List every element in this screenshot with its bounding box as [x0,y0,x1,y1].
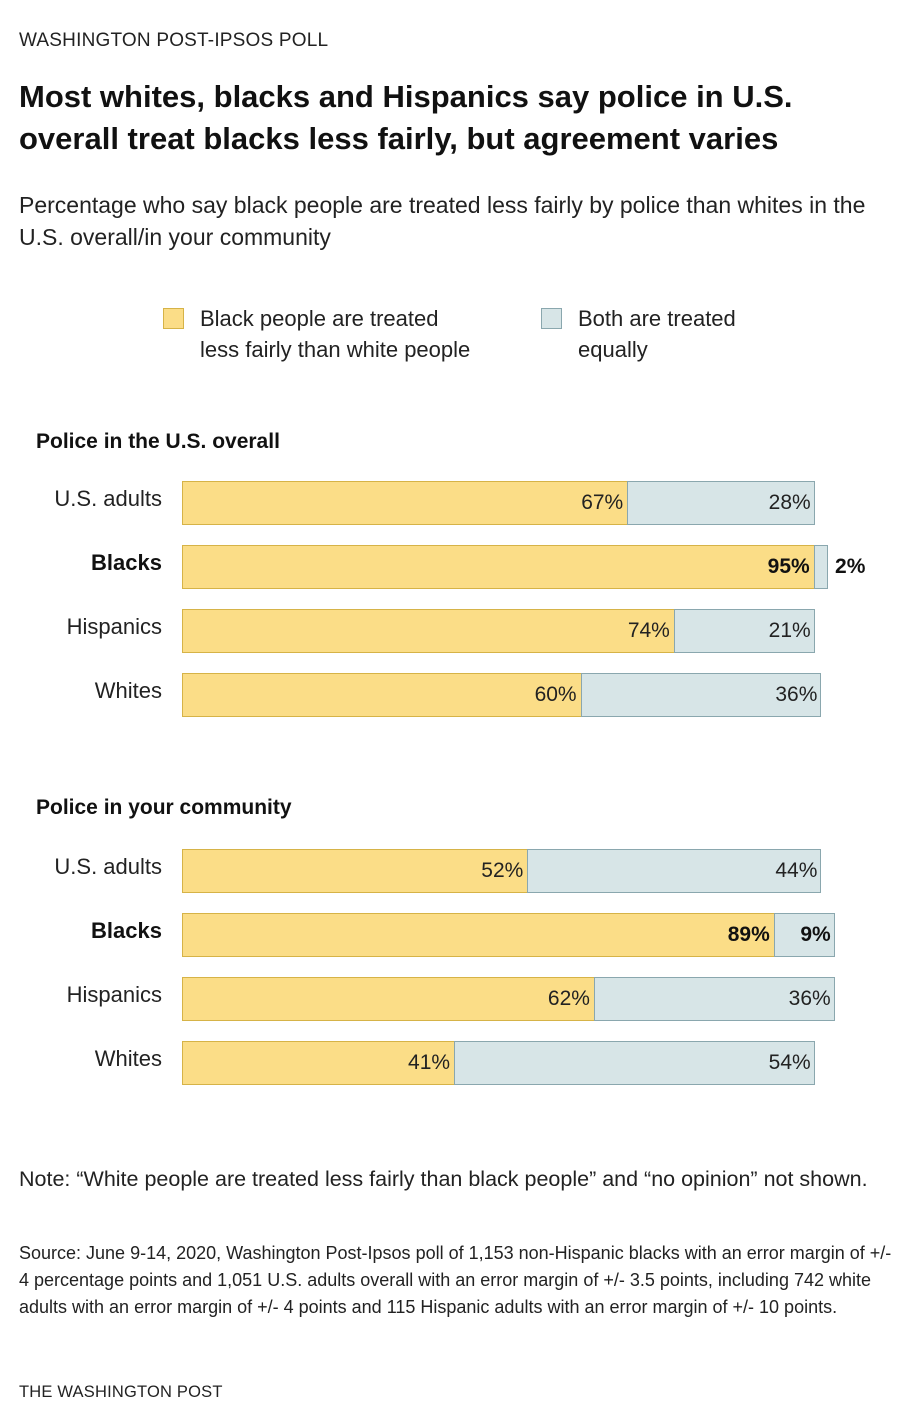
value-label-equally: 36% [775,683,818,706]
row-label-hispanics: Hispanics [66,614,162,639]
legend-label-less-fairly: Black people are treated less fairly tha… [200,306,471,362]
value-label-less-fairly: 52% [481,859,524,882]
row-label-whites: Whites [94,678,162,703]
bar-equally [454,1041,815,1085]
footer-credit: THE WASHINGTON POST [19,1383,223,1401]
value-label-less-fairly: 67% [581,491,624,514]
chart-title: Most whites, blacks and Hispanics say po… [19,79,793,156]
section-title-community: Police in your community [36,796,292,819]
value-label-equally: 44% [775,859,818,882]
value-label-less-fairly: 89% [727,923,770,946]
bar-equally [673,609,815,653]
kicker-label: WASHINGTON POST-IPSOS POLL [19,30,329,51]
value-label-equally: 9% [800,923,831,946]
value-label-less-fairly: 41% [408,1051,451,1074]
legend-label-equally: Both are treated equally [578,306,736,362]
value-label-less-fairly: 62% [547,987,590,1010]
value-label-less-fairly: 74% [627,619,670,642]
legend-item-equally: Both are treated equally [541,303,736,365]
bar-less-fairly [182,673,582,717]
legend-swatch-less-fairly [163,308,184,329]
bar-less-fairly [182,913,775,957]
value-label-equally: 2% [835,555,866,578]
bar-equally [527,849,822,893]
bar-less-fairly [182,545,815,589]
value-label-equally: 36% [788,987,831,1010]
legend-swatch-equally [541,308,562,329]
bar-less-fairly [182,609,675,653]
row-label-u-s-adults: U.S. adults [54,486,162,511]
bar-equally [627,481,815,525]
bar-equally [593,977,835,1021]
row-label-hispanics: Hispanics [66,982,162,1007]
bar-less-fairly [182,977,595,1021]
bar-less-fairly [182,481,629,525]
row-label-blacks: Blacks [91,550,162,575]
footer-note: Note: “White people are treated less fai… [19,1167,868,1191]
value-label-less-fairly: 95% [767,555,810,578]
section-title-us-overall: Police in the U.S. overall [36,430,280,453]
bar-equally [813,545,828,589]
row-label-whites: Whites [94,1046,162,1071]
value-label-equally: 28% [768,491,811,514]
value-label-equally: 21% [768,619,811,642]
bar-less-fairly [182,849,529,893]
bar-equally [580,673,822,717]
bar-equally [773,913,835,957]
row-label-u-s-adults: U.S. adults [54,854,162,879]
bar-less-fairly [182,1041,456,1085]
row-label-blacks: Blacks [91,918,162,943]
value-label-less-fairly: 60% [534,683,577,706]
footer-source: Source: June 9-14, 2020, Washington Post… [19,1243,892,1317]
value-label-equally: 54% [768,1051,811,1074]
chart-subtitle: Percentage who say black people are trea… [19,192,866,250]
legend-item-less-fairly: Black people are treated less fairly tha… [163,303,470,365]
